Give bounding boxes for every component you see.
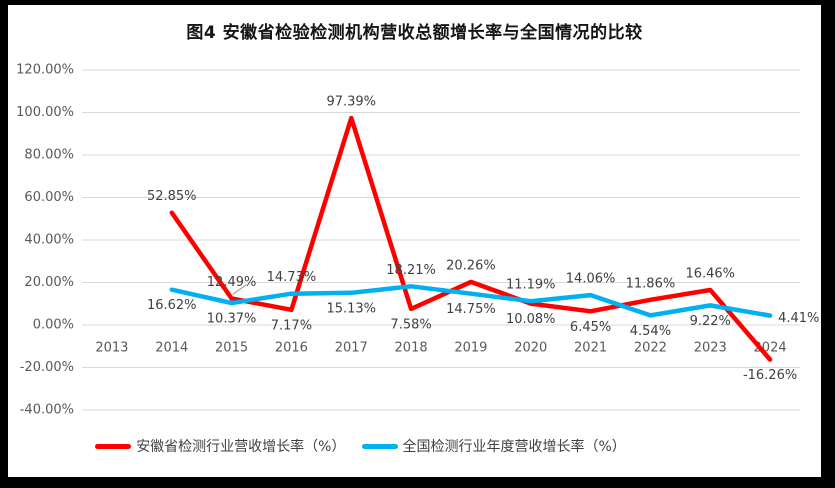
data-label: 20.26%	[446, 258, 496, 273]
x-axis-tick-label: 2014	[155, 341, 188, 356]
y-axis-tick-label: -20.00%	[20, 360, 74, 375]
y-axis-tick-label: 40.00%	[24, 233, 74, 248]
label-leader-line	[232, 283, 247, 295]
legend-item-national: 全国检测行业年度营收增长率（%）	[361, 436, 626, 456]
data-label: 12.49%	[207, 275, 257, 290]
y-axis-tick-label: -40.00%	[20, 403, 74, 418]
x-axis-tick-label: 2017	[335, 341, 368, 356]
y-axis-tick-label: 20.00%	[24, 275, 74, 290]
data-label: 9.22%	[690, 314, 731, 329]
data-label: 10.08%	[506, 312, 556, 327]
x-axis-tick-label: 2016	[275, 341, 308, 356]
data-label: 52.85%	[147, 189, 197, 204]
legend-label-anhui: 安徽省检测行业营收增长率（%）	[136, 439, 346, 455]
legend-label-national: 全国检测行业年度营收增长率（%）	[402, 439, 626, 455]
data-label: 10.37%	[207, 311, 257, 326]
x-axis-tick-label: 2023	[694, 341, 727, 356]
chart-title: 图4 安徽省检验检测机构营收总额增长率与全国情况的比较	[186, 23, 643, 43]
x-axis-tick-label: 2019	[454, 341, 487, 356]
y-axis-tick-label: 0.00%	[33, 318, 74, 333]
data-label: 6.45%	[570, 320, 611, 335]
data-label: 7.58%	[390, 317, 431, 332]
y-axis-tick-label: 80.00%	[24, 148, 74, 163]
x-axis-tick-label: 2022	[634, 341, 667, 356]
data-label: 14.06%	[566, 272, 616, 287]
chart-canvas: 图4 安徽省检验检测机构营收总额增长率与全国情况的比较 120.00% 100.0…	[8, 5, 821, 477]
series-line-national	[169, 284, 773, 318]
data-label: 11.86%	[626, 276, 676, 291]
chart-plot-area: 120.00% 100.00% 80.00% 60.00% 40.00% 20.00% 0.…	[16, 63, 819, 418]
y-axis-tick-label: 60.00%	[24, 190, 74, 205]
data-label: 16.62%	[147, 298, 197, 313]
data-label: 11.19%	[506, 278, 556, 293]
data-label: 18.21%	[386, 263, 436, 278]
data-label: 4.54%	[630, 324, 671, 339]
x-axis-tick-label: 2015	[215, 341, 248, 356]
x-axis-tick-label: 2021	[574, 341, 607, 356]
legend-line-swatch-red	[95, 443, 132, 449]
x-axis-tick-label: 2018	[395, 341, 428, 356]
chart-legend: 安徽省检测行业营收增长率（%） 全国检测行业年度营收增长率（%）	[0, 436, 767, 456]
y-axis-tick-label: 120.00%	[16, 63, 74, 78]
data-label: 14.75%	[446, 302, 496, 317]
series-line-anhui	[169, 115, 773, 362]
x-axis-tick-label: 2013	[95, 341, 128, 356]
y-axis-tick-label: 100.00%	[16, 105, 74, 120]
data-label: 14.73%	[267, 270, 317, 285]
legend-line-swatch-blue	[361, 443, 398, 449]
data-label: 16.46%	[685, 267, 735, 282]
legend-item-anhui: 安徽省检测行业营收增长率（%）	[95, 436, 346, 456]
data-label: -16.26%	[743, 368, 797, 383]
data-label: 7.17%	[271, 318, 312, 333]
x-axis-tick-label: 2020	[514, 341, 547, 356]
data-label: 97.39%	[326, 95, 376, 110]
data-label: 4.41%	[778, 311, 819, 326]
data-label: 15.13%	[326, 301, 376, 316]
